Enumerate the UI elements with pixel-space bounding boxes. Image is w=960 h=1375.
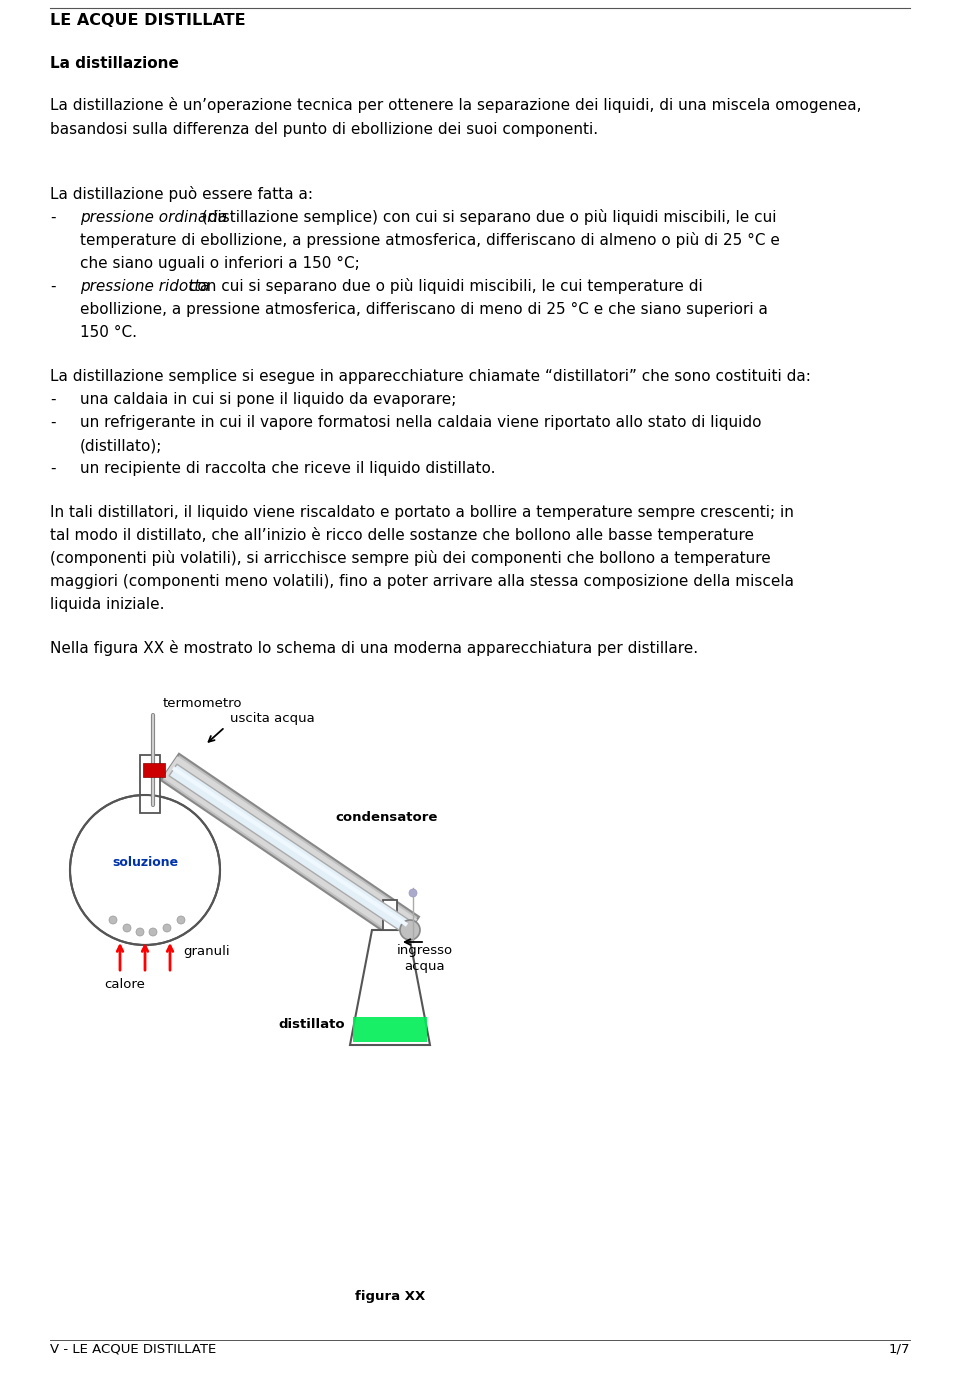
Text: (distillazione semplice) con cui si separano due o più liquidi miscibili, le cui: (distillazione semplice) con cui si sepa… (197, 209, 777, 226)
Text: figura XX: figura XX (355, 1290, 425, 1304)
Text: liquida iniziale.: liquida iniziale. (50, 597, 164, 612)
Polygon shape (172, 766, 408, 927)
Text: In tali distillatori, il liquido viene riscaldato e portato a bollire a temperat: In tali distillatori, il liquido viene r… (50, 505, 794, 520)
Polygon shape (350, 930, 430, 1045)
Text: basandosi sulla differenza del punto di ebollizione dei suoi componenti.: basandosi sulla differenza del punto di … (50, 122, 598, 138)
Text: (componenti più volatili), si arricchisce sempre più dei componenti che bollono : (componenti più volatili), si arricchisc… (50, 550, 771, 566)
Circle shape (400, 920, 420, 940)
Text: (distillato);: (distillato); (80, 439, 162, 452)
Polygon shape (353, 1018, 427, 1042)
Polygon shape (169, 765, 411, 932)
Text: calore: calore (105, 978, 145, 991)
Text: termometro: termometro (163, 697, 243, 710)
Text: La distillazione semplice si esegue in apparecchiature chiamate “distillatori” c: La distillazione semplice si esegue in a… (50, 368, 811, 384)
Text: V - LE ACQUE DISTILLATE: V - LE ACQUE DISTILLATE (50, 1342, 216, 1354)
Text: -: - (50, 415, 56, 430)
Text: -: - (50, 392, 56, 407)
Text: un refrigerante in cui il vapore formatosi nella caldaia viene riportato allo st: un refrigerante in cui il vapore formato… (80, 415, 761, 430)
Circle shape (123, 924, 131, 932)
Polygon shape (161, 754, 419, 943)
Text: pressione ordinaria: pressione ordinaria (80, 210, 228, 226)
Circle shape (70, 795, 220, 945)
Text: granuli: granuli (183, 946, 229, 958)
Text: Nella figura XX è mostrato lo schema di una moderna apparecchiatura per distilla: Nella figura XX è mostrato lo schema di … (50, 639, 698, 656)
Text: La distillazione è un’operazione tecnica per ottenere la separazione dei liquidi: La distillazione è un’operazione tecnica… (50, 98, 861, 113)
Text: con cui si separano due o più liquidi miscibili, le cui temperature di: con cui si separano due o più liquidi mi… (183, 278, 703, 294)
Text: uscita acqua: uscita acqua (230, 712, 315, 725)
Text: -: - (50, 210, 56, 226)
Circle shape (149, 928, 157, 936)
Text: 150 °C.: 150 °C. (80, 324, 137, 340)
Bar (143, 763, 165, 777)
Wedge shape (75, 795, 215, 865)
Text: una caldaia in cui si pone il liquido da evaporare;: una caldaia in cui si pone il liquido da… (80, 392, 456, 407)
Text: tal modo il distillato, che all’inizio è ricco delle sostanze che bollono alle b: tal modo il distillato, che all’inizio è… (50, 527, 754, 543)
Text: distillato: distillato (278, 1019, 345, 1031)
Text: -: - (50, 279, 56, 294)
Ellipse shape (76, 817, 214, 914)
Text: La distillazione può essere fatta a:: La distillazione può essere fatta a: (50, 186, 313, 202)
Text: un recipiente di raccolta che riceve il liquido distillato.: un recipiente di raccolta che riceve il … (80, 461, 495, 476)
Circle shape (109, 916, 117, 924)
Text: condensatore: condensatore (335, 811, 438, 824)
Circle shape (409, 890, 417, 896)
Text: soluzione: soluzione (112, 855, 178, 869)
Bar (383, 901, 397, 930)
Circle shape (136, 928, 144, 936)
Text: ebollizione, a pressione atmosferica, differiscano di meno di 25 °C e che siano : ebollizione, a pressione atmosferica, di… (80, 302, 768, 318)
Text: maggiori (componenti meno volatili), fino a poter arrivare alla stessa composizi: maggiori (componenti meno volatili), fin… (50, 573, 794, 588)
Text: temperature di ebollizione, a pressione atmosferica, differiscano di almeno o pi: temperature di ebollizione, a pressione … (80, 232, 780, 248)
Circle shape (177, 916, 185, 924)
Circle shape (163, 924, 171, 932)
Text: -: - (50, 461, 56, 476)
Text: che siano uguali o inferiori a 150 °C;: che siano uguali o inferiori a 150 °C; (80, 256, 360, 271)
Text: 1/7: 1/7 (889, 1342, 910, 1354)
Text: pressione ridotta: pressione ridotta (80, 279, 209, 294)
Text: La distillazione: La distillazione (50, 56, 179, 72)
Polygon shape (140, 755, 160, 813)
Polygon shape (162, 756, 418, 941)
Text: LE ACQUE DISTILLATE: LE ACQUE DISTILLATE (50, 12, 246, 28)
Text: ingresso
acqua: ingresso acqua (396, 945, 453, 974)
